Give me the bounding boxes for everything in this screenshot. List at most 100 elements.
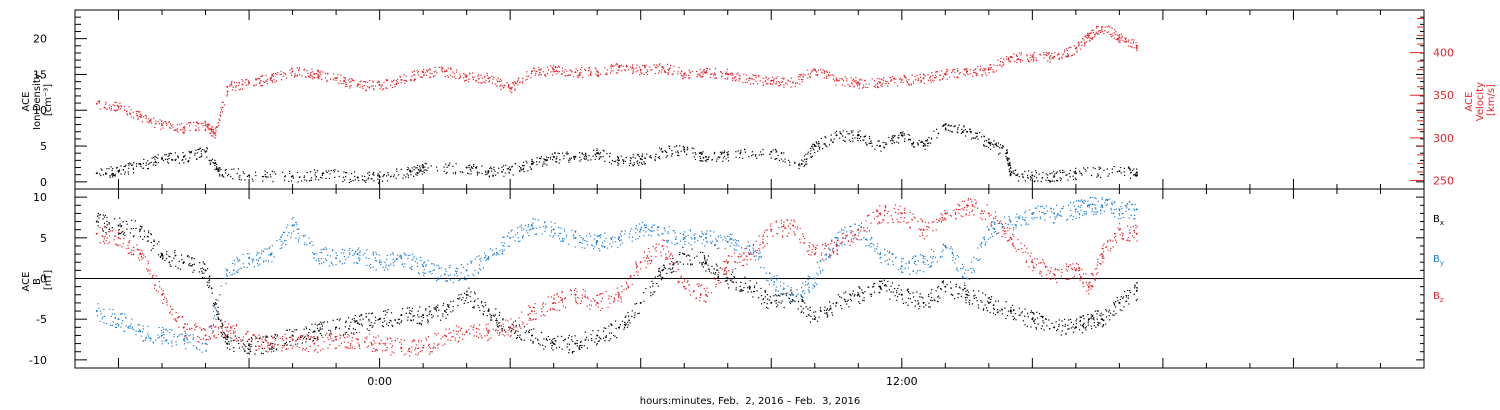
scatter-dot [804, 302, 806, 304]
scatter-dot [1085, 326, 1087, 328]
scatter-dot [139, 236, 142, 238]
scatter-dot [775, 299, 777, 301]
scatter-dot [455, 163, 457, 165]
scatter-dot [567, 153, 569, 155]
scatter-dot [316, 337, 318, 339]
scatter-dot [111, 174, 113, 176]
velocity-point [117, 105, 120, 108]
scatter-dot [810, 76, 812, 78]
scatter-dot [477, 77, 480, 79]
scatter-dot [1056, 54, 1058, 56]
scatter-dot [596, 342, 598, 345]
scatter-dot [605, 335, 607, 337]
scatter-dot [117, 171, 120, 173]
scatter-dot [858, 134, 860, 136]
scatter-dot [1113, 304, 1116, 306]
scatter-dot [735, 75, 737, 78]
scatter-dot [671, 155, 673, 157]
scatter-dot [760, 154, 763, 156]
scatter-dot [766, 306, 768, 308]
scatter-dot [458, 294, 460, 296]
scatter-dot [353, 317, 355, 320]
scatter-dot [783, 86, 785, 88]
scatter-dot [321, 334, 323, 336]
scatter-dot [314, 338, 316, 340]
scatter-dot [162, 127, 164, 129]
scatter-dot [974, 137, 976, 139]
scatter-dot [488, 308, 490, 310]
scatter-dot [360, 323, 363, 325]
scatter-dot [578, 74, 580, 77]
scatter-dot [879, 78, 881, 80]
scatter-dot [842, 139, 844, 141]
scatter-dot [508, 172, 510, 174]
scatter-dot [983, 144, 985, 146]
scatter-dot [97, 225, 99, 227]
scatter-dot [206, 146, 208, 149]
scatter-dot [808, 314, 810, 316]
scatter-dot [1093, 322, 1095, 324]
scatter-dot [324, 247, 327, 249]
scatter-dot [756, 290, 758, 292]
scatter-dot [962, 131, 964, 133]
scatter-dot [917, 77, 919, 79]
scatter-dot [425, 309, 427, 311]
scatter-dot [233, 259, 235, 262]
scatter-dot [276, 334, 279, 336]
scatter-dot [1110, 36, 1113, 38]
scatter-dot [850, 300, 853, 302]
scatter-dot [336, 318, 338, 321]
ion-density-point [813, 145, 816, 148]
scatter-dot [809, 306, 811, 309]
scatter-dot [908, 138, 910, 141]
scatter-dot [411, 170, 413, 172]
scatter-dot [791, 298, 793, 301]
scatter-dot [329, 173, 331, 175]
scatter-dot [416, 174, 418, 176]
scatter-dot [212, 131, 214, 134]
scatter-dot [1102, 325, 1104, 327]
scatter-dot [189, 334, 192, 336]
scatter-dot [873, 283, 875, 285]
scatter-dot [425, 308, 427, 310]
scatter-dot [909, 134, 911, 136]
scatter-dot [818, 141, 820, 143]
scatter-dot [142, 238, 144, 240]
scatter-dot [913, 146, 915, 148]
scatter-dot [1008, 158, 1010, 160]
scatter-dot [116, 109, 118, 111]
scatter-dot [1103, 319, 1105, 321]
scatter-dot [260, 76, 262, 78]
scatter-dot [763, 301, 765, 304]
scatter-dot [171, 159, 173, 161]
scatter-dot [396, 83, 398, 86]
scatter-dot [630, 157, 632, 159]
scatter-dot [775, 77, 777, 80]
scatter-dot [410, 319, 413, 322]
scatter-dot [153, 156, 155, 159]
scatter-dot [968, 301, 970, 304]
scatter-dot [964, 68, 966, 70]
scatter-dot [823, 309, 826, 312]
scatter-dot [902, 135, 904, 137]
scatter-dot [672, 267, 674, 269]
scatter-dot [218, 313, 220, 315]
scatter-dot [267, 176, 269, 178]
scatter-dot [489, 167, 491, 170]
scatter-dot [429, 72, 431, 74]
scatter-dot [1031, 311, 1034, 314]
scatter-dot [732, 271, 734, 273]
scatter-dot [447, 164, 450, 167]
scatter-dot [229, 348, 231, 351]
scatter-dot [1011, 304, 1014, 306]
scatter-dot [424, 162, 426, 164]
legend-by: By [1433, 254, 1444, 267]
top-right-ylabel-line2: Velocity [1475, 82, 1486, 121]
scatter-dot [491, 319, 493, 321]
scatter-dot [554, 151, 556, 154]
scatter-dot [387, 309, 389, 311]
scatter-dot [515, 82, 518, 85]
scatter-dot [989, 68, 991, 70]
scatter-dot [586, 347, 588, 349]
velocity-point [204, 124, 207, 127]
